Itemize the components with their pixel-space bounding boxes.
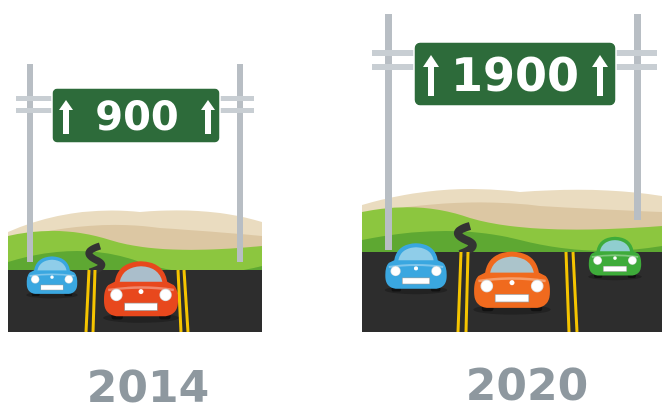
scene-2014 [8, 205, 262, 332]
infographic: 900 2014 1900 2020 [0, 0, 662, 403]
sign-value: 900 [95, 94, 179, 140]
year-label: 2014 [87, 362, 209, 403]
scene-2020 [362, 185, 662, 332]
sign-value: 1900 [451, 48, 579, 102]
year-label: 2020 [466, 360, 588, 403]
